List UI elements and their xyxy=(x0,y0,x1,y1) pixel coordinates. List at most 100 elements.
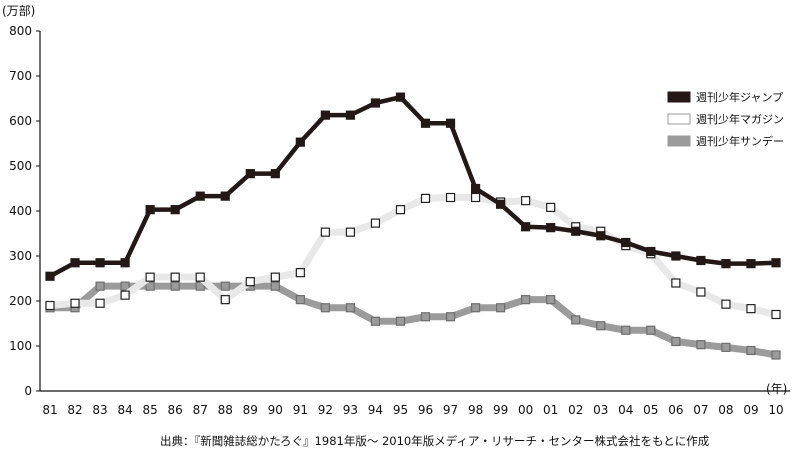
data-point xyxy=(445,118,456,128)
y-tick-label: 0 xyxy=(24,384,32,398)
data-point xyxy=(746,304,756,314)
series-layer xyxy=(45,92,781,360)
data-point xyxy=(746,259,756,269)
x-tick-label: 02 xyxy=(568,403,583,417)
data-point xyxy=(370,316,381,326)
data-point xyxy=(320,110,330,120)
data-point xyxy=(270,272,280,282)
data-point xyxy=(295,268,305,278)
data-point xyxy=(145,281,155,291)
y-tick-label: 100 xyxy=(9,339,32,353)
data-point xyxy=(621,325,631,335)
data-point xyxy=(220,191,230,201)
data-point xyxy=(696,340,706,350)
data-point xyxy=(646,246,656,257)
legend-label: 週刊少年マガジン xyxy=(696,112,784,126)
data-point xyxy=(195,281,205,291)
data-point xyxy=(95,258,105,268)
data-point xyxy=(70,258,80,268)
x-tick-label: 82 xyxy=(67,403,82,417)
data-point xyxy=(245,277,255,287)
data-point xyxy=(470,192,481,203)
data-point xyxy=(145,272,155,282)
data-point xyxy=(270,169,280,179)
data-point xyxy=(496,199,506,209)
x-tick-label: 83 xyxy=(92,403,107,417)
data-point xyxy=(395,316,406,326)
y-tick-label: 200 xyxy=(9,294,32,308)
legend-swatch xyxy=(667,113,691,125)
y-tick-label: 400 xyxy=(9,204,32,218)
y-ticks: 0 100 200 300 400 500 600 700 800 xyxy=(9,24,40,398)
series-3 xyxy=(45,281,781,360)
data-point xyxy=(721,259,731,269)
x-tick-label: 93 xyxy=(343,403,358,417)
x-tick-label: 03 xyxy=(593,403,608,417)
data-point xyxy=(771,258,781,268)
data-point xyxy=(320,227,330,237)
data-point xyxy=(220,281,230,291)
x-tick-label: 05 xyxy=(643,403,658,417)
y-tick-label: 700 xyxy=(9,69,32,83)
x-tick-label: 92 xyxy=(318,403,333,417)
data-point xyxy=(696,287,706,297)
y-tick-label: 600 xyxy=(9,114,32,128)
data-point xyxy=(245,169,255,179)
data-point xyxy=(295,295,305,305)
data-point xyxy=(771,309,781,320)
data-point xyxy=(546,295,556,305)
x-tick-label: 07 xyxy=(693,403,708,417)
data-point xyxy=(320,303,330,313)
data-point xyxy=(470,183,481,194)
data-point xyxy=(95,298,105,308)
series-1 xyxy=(45,92,781,281)
data-point xyxy=(45,300,55,311)
x-tick-label: 89 xyxy=(243,403,258,417)
data-point xyxy=(420,312,431,322)
data-point xyxy=(445,192,456,203)
data-point xyxy=(420,193,431,203)
data-point xyxy=(295,137,305,147)
data-point xyxy=(145,205,155,215)
data-point xyxy=(120,281,130,291)
series-line xyxy=(46,282,780,359)
data-point xyxy=(120,258,130,268)
x-tick-label: 84 xyxy=(117,403,132,417)
data-point xyxy=(571,226,581,236)
x-tick-label: 97 xyxy=(443,403,458,417)
x-tick-label: 88 xyxy=(218,403,233,417)
x-tick-label: 10 xyxy=(768,403,783,417)
data-point xyxy=(120,290,130,300)
data-point xyxy=(95,281,105,291)
y-axis-unit: (万部) xyxy=(2,3,35,18)
data-point xyxy=(345,303,356,313)
data-point xyxy=(170,205,180,215)
data-point xyxy=(345,110,356,120)
data-point xyxy=(571,315,581,325)
data-point xyxy=(621,237,631,248)
x-tick-label: 99 xyxy=(493,403,508,417)
x-tick-label: 94 xyxy=(368,403,383,417)
x-tick-label: 96 xyxy=(418,403,433,417)
x-tick-label: 86 xyxy=(168,403,183,417)
x-tick-label: 81 xyxy=(42,403,57,417)
data-point xyxy=(671,251,681,261)
legend-label: 週刊少年ジャンプ xyxy=(696,90,783,104)
legend-swatch xyxy=(667,135,691,147)
x-ticks: 81 82 83 84 85 86 87 88 89 90 91 92 93 94 95 96 97 98 99 00… xyxy=(42,403,783,417)
data-point xyxy=(496,303,506,313)
data-point xyxy=(721,342,731,352)
data-point xyxy=(671,336,681,347)
x-tick-label: 90 xyxy=(268,403,283,417)
x-tick-label: 98 xyxy=(468,403,483,417)
data-point xyxy=(470,303,481,313)
data-point xyxy=(395,205,406,215)
x-tick-label: 95 xyxy=(393,403,408,417)
x-axis-unit: (年) xyxy=(766,382,787,396)
data-point xyxy=(270,281,280,291)
x-tick-label: 06 xyxy=(668,403,683,417)
data-point xyxy=(220,295,230,305)
x-tick-label: 01 xyxy=(543,403,558,417)
data-point xyxy=(546,202,556,212)
data-point xyxy=(521,295,531,305)
